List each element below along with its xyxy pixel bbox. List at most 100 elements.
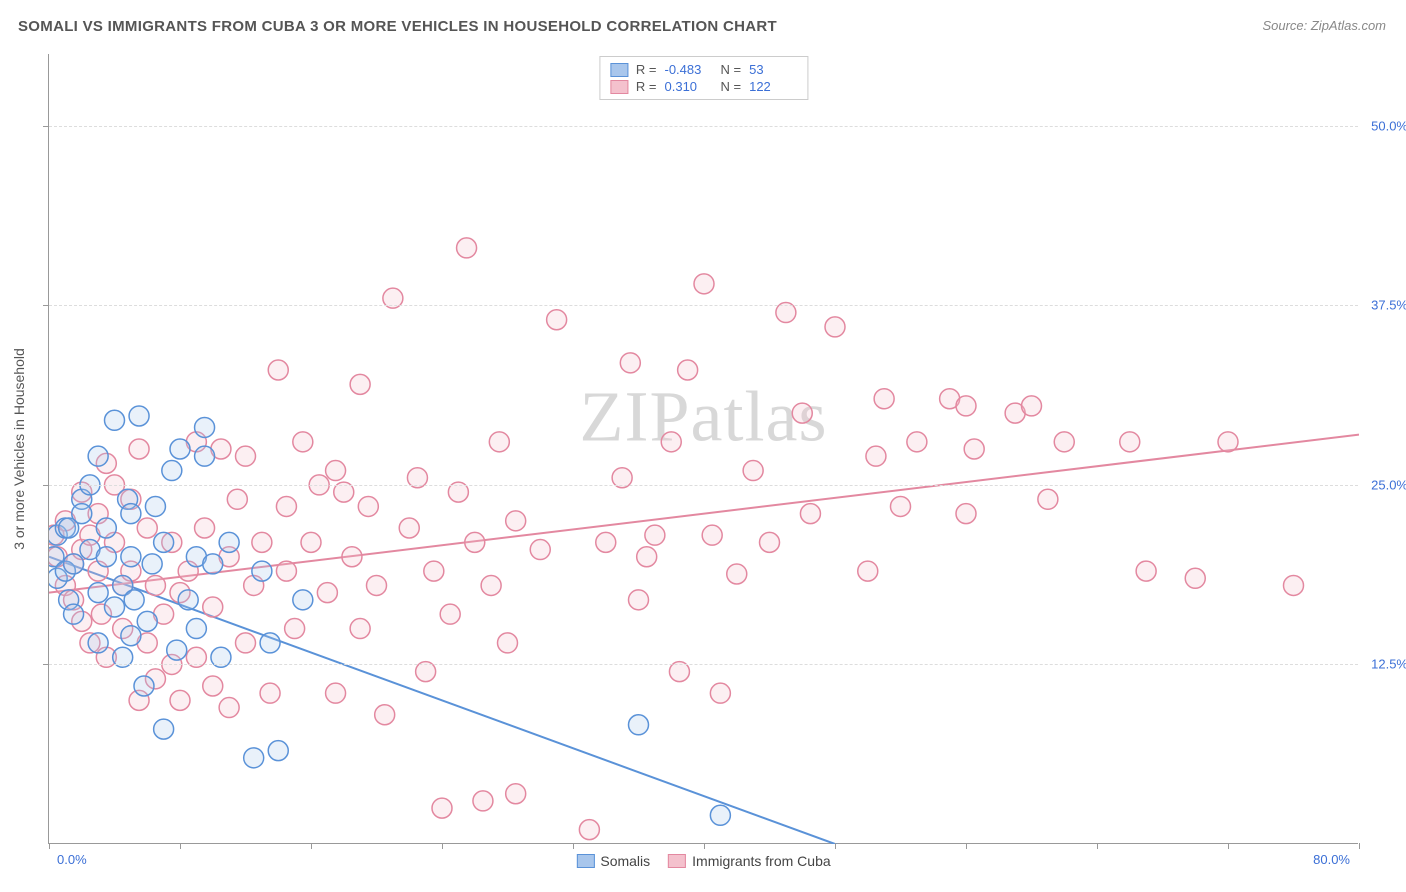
scatter-point xyxy=(260,683,280,703)
scatter-point xyxy=(1218,432,1238,452)
x-tick xyxy=(180,843,181,849)
scatter-point xyxy=(64,554,84,574)
scatter-point xyxy=(252,532,272,552)
scatter-point xyxy=(326,683,346,703)
scatter-points-layer xyxy=(49,54,1359,844)
scatter-point xyxy=(170,439,190,459)
scatter-point xyxy=(88,446,108,466)
scatter-point xyxy=(105,410,125,430)
scatter-point xyxy=(506,784,526,804)
scatter-point xyxy=(457,238,477,258)
scatter-point xyxy=(96,547,116,567)
scatter-point xyxy=(219,698,239,718)
legend-label-cuba: Immigrants from Cuba xyxy=(692,853,830,869)
scatter-point xyxy=(72,504,92,524)
scatter-point xyxy=(1120,432,1140,452)
swatch-somalis-bottom xyxy=(576,854,594,868)
legend-correlation: R = -0.483 N = 53 R = 0.310 N = 122 xyxy=(599,56,808,100)
scatter-point xyxy=(825,317,845,337)
scatter-point xyxy=(88,583,108,603)
y-tick-label: 50.0% xyxy=(1363,118,1406,133)
scatter-point xyxy=(219,532,239,552)
grid-line xyxy=(49,126,1358,127)
y-tick xyxy=(43,305,49,306)
scatter-point xyxy=(350,619,370,639)
scatter-point xyxy=(244,748,264,768)
scatter-point xyxy=(276,496,296,516)
legend-label-somalis: Somalis xyxy=(600,853,650,869)
scatter-point xyxy=(195,417,215,437)
scatter-point xyxy=(1022,396,1042,416)
scatter-point xyxy=(195,518,215,538)
scatter-point xyxy=(473,791,493,811)
scatter-point xyxy=(440,604,460,624)
scatter-point xyxy=(203,676,223,696)
scatter-point xyxy=(145,496,165,516)
scatter-point xyxy=(645,525,665,545)
legend-item-cuba: Immigrants from Cuba xyxy=(668,853,830,869)
scatter-point xyxy=(170,690,190,710)
scatter-point xyxy=(342,547,362,567)
swatch-somalis xyxy=(610,63,628,77)
grid-line xyxy=(49,485,1358,486)
scatter-point xyxy=(506,511,526,531)
stat-r-val-somalis: -0.483 xyxy=(665,62,713,77)
scatter-point xyxy=(1185,568,1205,588)
x-tick xyxy=(49,843,50,849)
plot-area: 3 or more Vehicles in Household ZIPatlas… xyxy=(48,54,1358,844)
y-tick-label: 37.5% xyxy=(1363,298,1406,313)
chart-title: SOMALI VS IMMIGRANTS FROM CUBA 3 OR MORE… xyxy=(18,18,777,35)
stat-r-label: R = xyxy=(636,62,657,77)
y-tick-label: 12.5% xyxy=(1363,657,1406,672)
scatter-point xyxy=(129,406,149,426)
scatter-point xyxy=(678,360,698,380)
scatter-point xyxy=(121,504,141,524)
scatter-point xyxy=(350,374,370,394)
x-tick xyxy=(1228,843,1229,849)
scatter-point xyxy=(956,396,976,416)
scatter-point xyxy=(760,532,780,552)
scatter-point xyxy=(1284,575,1304,595)
scatter-point xyxy=(481,575,501,595)
scatter-point xyxy=(800,504,820,524)
scatter-point xyxy=(137,611,157,631)
scatter-point xyxy=(301,532,321,552)
scatter-point xyxy=(547,310,567,330)
scatter-point xyxy=(964,439,984,459)
scatter-point xyxy=(167,640,187,660)
scatter-point xyxy=(88,633,108,653)
scatter-point xyxy=(195,446,215,466)
scatter-point xyxy=(727,564,747,584)
scatter-point xyxy=(694,274,714,294)
x-tick xyxy=(1359,843,1360,849)
y-tick-label: 25.0% xyxy=(1363,477,1406,492)
scatter-point xyxy=(1054,432,1074,452)
scatter-point xyxy=(137,518,157,538)
scatter-point xyxy=(186,619,206,639)
scatter-point xyxy=(268,360,288,380)
x-tick xyxy=(966,843,967,849)
stat-r-label: R = xyxy=(636,79,657,94)
scatter-point xyxy=(710,683,730,703)
x-tick xyxy=(835,843,836,849)
scatter-point xyxy=(203,597,223,617)
scatter-point xyxy=(145,575,165,595)
legend-series: Somalis Immigrants from Cuba xyxy=(576,853,830,869)
x-tick xyxy=(442,843,443,849)
scatter-point xyxy=(465,532,485,552)
scatter-point xyxy=(1136,561,1156,581)
scatter-point xyxy=(620,353,640,373)
scatter-point xyxy=(317,583,337,603)
y-tick xyxy=(43,126,49,127)
scatter-point xyxy=(96,518,116,538)
scatter-point xyxy=(293,590,313,610)
scatter-point xyxy=(866,446,886,466)
scatter-point xyxy=(236,633,256,653)
scatter-point xyxy=(907,432,927,452)
scatter-point xyxy=(858,561,878,581)
x-tick xyxy=(311,843,312,849)
scatter-point xyxy=(530,540,550,560)
scatter-point xyxy=(154,532,174,552)
scatter-point xyxy=(710,805,730,825)
scatter-point xyxy=(227,489,247,509)
